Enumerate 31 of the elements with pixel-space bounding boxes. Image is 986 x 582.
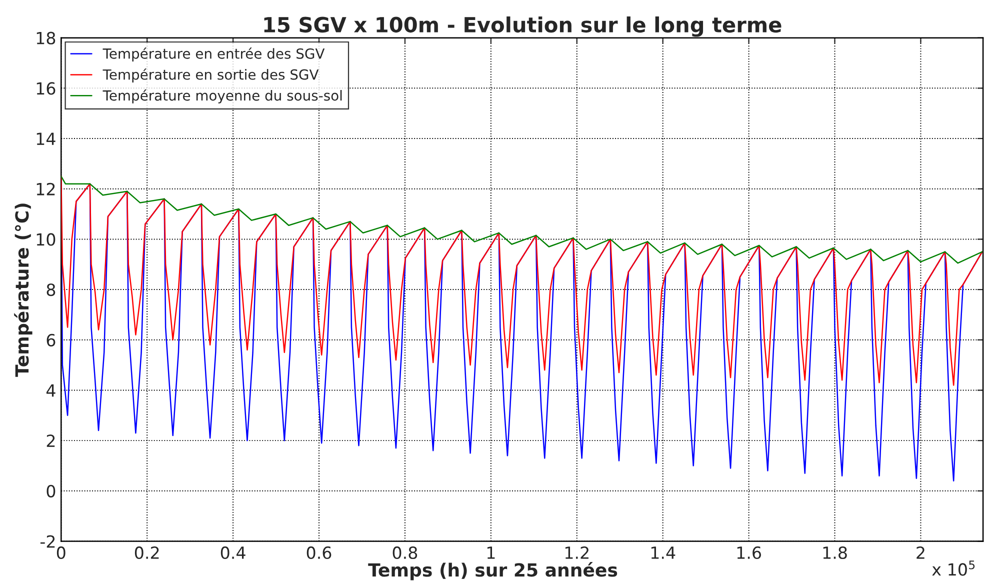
x-tick-label: 1.8 [823, 546, 847, 560]
legend-label: Température moyenne du sous-sol [102, 89, 342, 104]
x-tick-label: 0.8 [392, 546, 418, 560]
y-tick-label: -2 [40, 535, 55, 548]
y-tick-label: 12 [36, 182, 55, 196]
text: x 10$^{5}$ [932, 560, 975, 576]
y-tick-label: 10 [36, 233, 56, 246]
x-tick-label: 1.6 [737, 546, 762, 560]
line-series [61, 176, 983, 264]
y-tick-label: 6 [46, 334, 56, 346]
y-axis-title: Température (°C) [14, 204, 32, 377]
y-tick-label: 4 [46, 384, 56, 397]
x-tick-label: 1.4 [651, 546, 676, 559]
x-tick-label: 1.2 [565, 546, 588, 559]
y-tick-label: 2 [46, 434, 55, 447]
y-tick-label: 8 [46, 284, 56, 296]
y-tick-label: 18 [36, 32, 56, 44]
x-tick-label: 0.6 [306, 546, 332, 560]
x-tick-label: 0.4 [220, 546, 246, 560]
x-tick-label: 1 [487, 546, 495, 559]
legend-label: Température en entrée des SGV [102, 48, 325, 62]
x-tick-label: 0.2 [134, 546, 159, 560]
legend-label: Température en sortie des SGV [102, 68, 319, 82]
chart-title: 15 SGV x 100m - Evolution sur le long terme [264, 16, 782, 37]
x-axis-title: Temps (h) sur 25 années [368, 562, 618, 580]
line-series [61, 176, 983, 386]
y-tick-label: 14 [36, 132, 56, 145]
x-tick-label: 0 [56, 546, 66, 560]
y-tick-label: 0 [46, 484, 56, 498]
y-tick-label: 16 [36, 82, 56, 95]
x-tick-label: 2 [916, 546, 924, 559]
